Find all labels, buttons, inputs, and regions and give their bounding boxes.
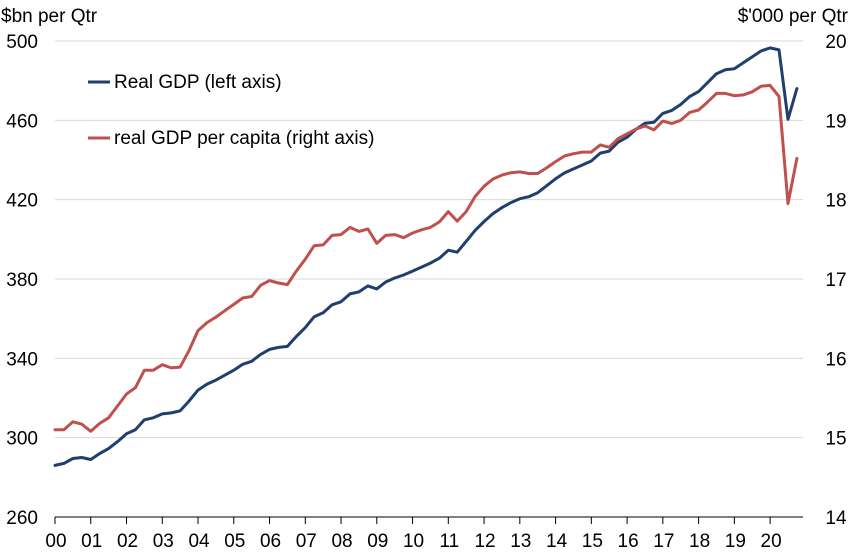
left-tick-label: 340 <box>6 349 38 370</box>
x-tick-label: 14 <box>546 531 568 552</box>
x-tick-label: 06 <box>260 531 281 552</box>
x-tick-label: 13 <box>510 531 531 552</box>
right-axis-label: $'000 per Qtr <box>738 6 849 27</box>
series-line-real-gdp-per-capita <box>53 83 799 433</box>
x-tick-label: 12 <box>474 531 495 552</box>
legend-label-real-gdp-per-capita: real GDP per capita (right axis) <box>114 128 374 149</box>
x-tick-label: 03 <box>153 531 174 552</box>
right-tick-label: 15 <box>825 429 846 450</box>
left-tick-label: 420 <box>6 191 38 212</box>
left-axis-label: $bn per Qtr <box>1 6 98 27</box>
right-tick-label: 18 <box>825 191 846 212</box>
x-tick-label: 02 <box>117 531 138 552</box>
legend: Real GDP (left axis) real GDP per capita… <box>88 72 374 149</box>
gridlines <box>55 40 803 439</box>
left-tick-label: 500 <box>6 32 38 53</box>
x-tick-label: 17 <box>653 531 674 552</box>
series-line-real-gdp <box>53 46 799 467</box>
x-tick-label: 01 <box>81 531 102 552</box>
x-axis-ticks: 00 01 02 03 04 05 06 07 08 09 10 11 12 13 14 15 16 17 18 19… <box>45 517 782 552</box>
x-tick-label: 16 <box>618 531 639 552</box>
right-tick-label: 20 <box>825 32 846 53</box>
left-tick-label: 260 <box>6 508 38 529</box>
x-tick-label: 20 <box>761 531 782 552</box>
x-tick-label: 07 <box>296 531 317 552</box>
left-axis-ticks: 260 300 340 380 420 460 500 <box>6 32 38 529</box>
legend-label-real-gdp: Real GDP (left axis) <box>114 72 282 93</box>
left-tick-label: 300 <box>6 429 38 450</box>
x-tick-label: 05 <box>224 531 245 552</box>
x-tick-label: 08 <box>331 531 352 552</box>
left-tick-label: 460 <box>6 111 38 132</box>
x-tick-label: 11 <box>439 531 459 552</box>
right-axis-ticks: 14 15 16 17 18 19 20 <box>825 32 847 529</box>
right-tick-label: 17 <box>825 270 846 291</box>
left-tick-label: 380 <box>6 270 38 291</box>
right-tick-label: 16 <box>825 349 846 370</box>
x-tick-label: 18 <box>689 531 710 552</box>
x-tick-label: 15 <box>582 531 603 552</box>
right-tick-label: 19 <box>825 111 846 132</box>
series-lines <box>53 46 799 467</box>
x-tick-label: 00 <box>45 531 66 552</box>
x-tick-label: 04 <box>188 531 210 552</box>
x-tick-label: 19 <box>725 531 746 552</box>
right-tick-label: 14 <box>825 508 847 529</box>
x-tick-label: 09 <box>367 531 388 552</box>
x-tick-label: 10 <box>403 531 424 552</box>
